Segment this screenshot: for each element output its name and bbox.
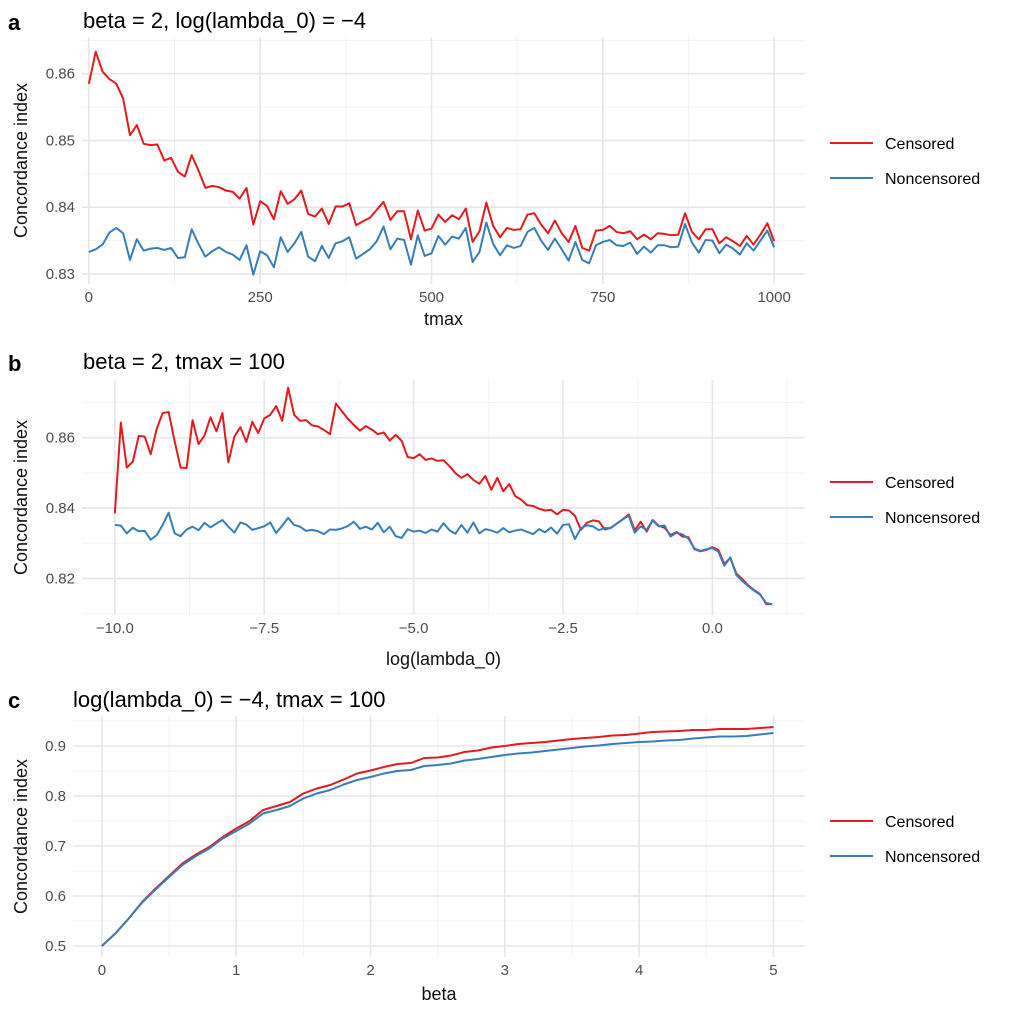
gridlines (82, 37, 805, 284)
x-tick-label: −10.0 (96, 620, 134, 637)
x-axis-title: tmax (424, 309, 463, 329)
legend: Censored Noncensored (830, 136, 980, 188)
y-tick-label: 0.7 (45, 838, 66, 855)
y-tick-label: 0.86 (46, 66, 75, 83)
panel-a: 0 250 500 750 1000 0.83 0.84 0.85 0.86 tmax Concor… (8, 8, 980, 329)
y-tick-label: 0.85 (46, 132, 75, 149)
x-tick-label: −7.5 (249, 620, 279, 637)
legend: Censored Noncensored (830, 475, 980, 527)
y-tick-label: 0.84 (46, 199, 75, 216)
x-tick-label: −2.5 (548, 620, 578, 637)
panel-tag: a (8, 10, 21, 35)
panel-title: log(lambda_0) = −4, tmax = 100 (73, 687, 385, 712)
x-tick-label: 250 (248, 289, 273, 306)
x-tick-label: 5 (769, 962, 777, 979)
gridlines (73, 716, 805, 957)
y-axis-title: Concordance index (11, 759, 31, 914)
x-axis-title: log(lambda_0) (386, 649, 501, 670)
gridlines (82, 380, 805, 615)
panel-tag: b (8, 351, 21, 376)
y-tick-label: 0.9 (45, 738, 66, 755)
legend-label: Censored (885, 475, 954, 492)
x-tick-label: 0.0 (702, 620, 723, 637)
legend-label: Noncensored (885, 510, 980, 527)
series-line-noncensored (88, 221, 776, 276)
y-tick-label: 0.83 (46, 266, 75, 283)
x-tick-label: 1 (232, 962, 240, 979)
y-tick-label: 0.84 (46, 500, 75, 517)
y-tick-label: 0.6 (45, 888, 66, 905)
legend-label: Censored (885, 814, 954, 831)
legend-label: Noncensored (885, 171, 980, 188)
x-tick-label: 0 (85, 289, 93, 306)
panel-tag: c (8, 688, 20, 713)
legend-label: Noncensored (885, 849, 980, 866)
x-tick-label: 0 (98, 962, 106, 979)
panel-c: 0 1 2 3 4 5 0.5 0.6 0.7 0.8 0.9 beta Concordance ind… (8, 687, 980, 1004)
x-tick-label: −5.0 (399, 620, 429, 637)
legend: Censored Noncensored (830, 814, 980, 866)
panel-title: beta = 2, log(lambda_0) = −4 (83, 8, 366, 33)
y-tick-label: 0.5 (45, 938, 66, 955)
series-line-censored (113, 386, 773, 606)
series-line-censored (87, 50, 776, 252)
x-tick-label: 750 (590, 289, 615, 306)
y-axis-title: Concordance index (11, 83, 31, 238)
x-tick-label: 500 (419, 289, 444, 306)
panel-title: beta = 2, tmax = 100 (83, 349, 285, 374)
y-tick-label: 0.82 (46, 570, 75, 587)
x-tick-label: 1000 (757, 289, 790, 306)
x-tick-label: 2 (366, 962, 374, 979)
y-axis-title: Concordance index (11, 420, 31, 575)
x-tick-label: 3 (501, 962, 509, 979)
y-tick-label: 0.86 (46, 430, 75, 447)
x-tick-label: 4 (635, 962, 643, 979)
series-line-noncensored (114, 511, 773, 606)
series-line-censored (101, 726, 774, 947)
legend-label: Censored (885, 136, 954, 153)
series-line-noncensored (101, 732, 774, 947)
panel-b: −10.0 −7.5 −5.0 −2.5 0.0 0.82 0.84 0.86 log(lamb… (8, 349, 980, 670)
x-axis-title: beta (421, 984, 457, 1004)
y-tick-label: 0.8 (45, 788, 66, 805)
